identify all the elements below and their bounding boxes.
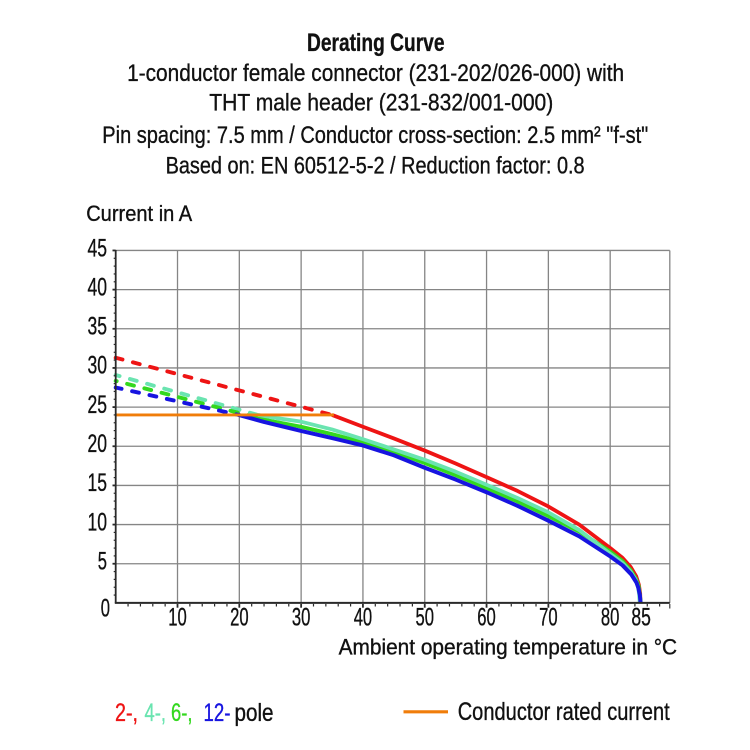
svg-text:pole: pole [235, 699, 274, 727]
svg-text:6-,: 6-, [171, 699, 193, 727]
svg-text:20: 20 [230, 604, 249, 632]
svg-text:1-conductor female connector (: 1-conductor female connector (231-202/02… [127, 60, 624, 87]
svg-text:25: 25 [88, 391, 108, 419]
svg-text:Ambient operating temperature: Ambient operating temperature in °C [339, 634, 678, 659]
svg-text:Based on: EN 60512-5-2 / Reduc: Based on: EN 60512-5-2 / Reduction facto… [166, 153, 585, 180]
svg-text:THT male header (231-832/001-0: THT male header (231-832/001-000) [209, 90, 553, 117]
svg-text:10: 10 [168, 604, 187, 632]
svg-text:60: 60 [477, 604, 496, 632]
svg-text:20: 20 [88, 430, 108, 458]
svg-text:2-,: 2-, [115, 699, 138, 727]
svg-text:12-: 12- [204, 699, 231, 727]
svg-text:40: 40 [354, 604, 373, 632]
svg-text:30: 30 [88, 352, 108, 380]
svg-text:85: 85 [631, 604, 651, 632]
svg-text:70: 70 [539, 604, 558, 632]
svg-text:5: 5 [98, 548, 107, 576]
svg-text:Pin spacing: 7.5 mm / Conducto: Pin spacing: 7.5 mm / Conductor cross-se… [102, 122, 648, 149]
svg-text:35: 35 [88, 313, 108, 341]
svg-text:Current in A: Current in A [86, 201, 192, 226]
svg-text:Derating Curve: Derating Curve [307, 29, 445, 57]
svg-text:80: 80 [601, 604, 620, 632]
svg-text:Conductor rated current: Conductor rated current [458, 698, 670, 726]
svg-text:0: 0 [101, 595, 110, 623]
svg-text:40: 40 [88, 273, 108, 301]
svg-text:30: 30 [292, 604, 311, 632]
svg-text:10: 10 [88, 508, 108, 536]
svg-text:15: 15 [88, 469, 108, 497]
svg-text:50: 50 [416, 604, 435, 632]
svg-text:4-,: 4-, [145, 699, 167, 727]
svg-text:45: 45 [88, 234, 108, 262]
